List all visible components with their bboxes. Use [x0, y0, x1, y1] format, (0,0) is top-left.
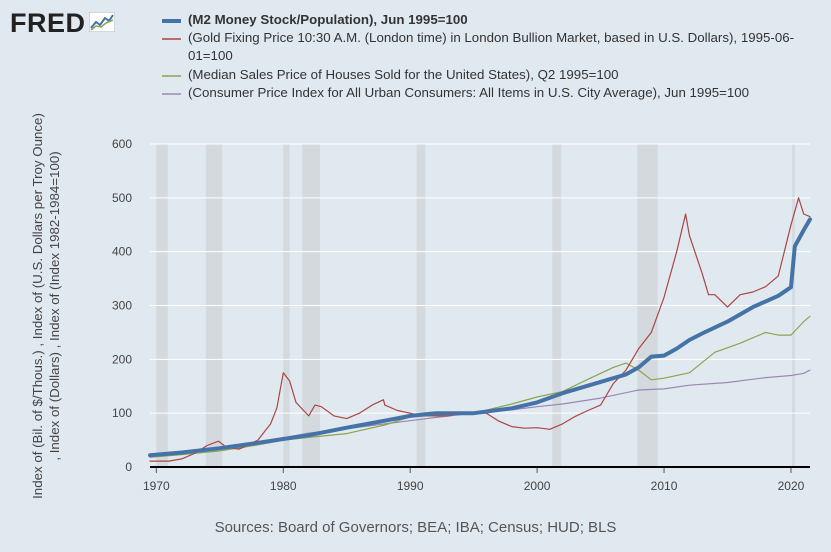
- y-tick-100: 100: [112, 406, 132, 420]
- y-tick-600: 600: [112, 137, 132, 151]
- y-tick-labels: 0 100 200 300 400 500 600: [112, 137, 132, 474]
- y-tick-0: 0: [125, 460, 132, 474]
- x-tick-labels: 1970 1980 1990 2000 2010 2020: [143, 467, 805, 493]
- legend-item-m2[interactable]: (M2 Money Stock/Population), Jun 1995=10…: [162, 11, 802, 29]
- legend-item-gold[interactable]: (Gold Fixing Price 10:30 A.M. (London ti…: [162, 29, 802, 65]
- series-lines: [148, 197, 812, 462]
- x-tick-1980: 1980: [270, 479, 297, 493]
- y-tick-300: 300: [112, 299, 132, 313]
- legend-item-cpi[interactable]: (Consumer Price Index for All Urban Cons…: [162, 84, 802, 102]
- x-tick-2000: 2000: [524, 479, 551, 493]
- legend-label-gold: (Gold Fixing Price 10:30 A.M. (London ti…: [188, 30, 795, 64]
- x-tick-2020: 2020: [778, 479, 805, 493]
- legend-label-houses: (Median Sales Price of Houses Sold for t…: [188, 66, 619, 82]
- x-tick-1970: 1970: [143, 479, 170, 493]
- series-line-2[interactable]: [149, 315, 811, 458]
- x-tick-2010: 2010: [651, 479, 678, 493]
- fred-logo[interactable]: FRED: [10, 8, 115, 38]
- fred-logo-text: FRED: [10, 8, 86, 38]
- chart-legend: (M2 Money Stock/Population), Jun 1995=10…: [162, 11, 802, 102]
- legend-swatch-gold: [162, 38, 181, 40]
- y-tick-200: 200: [112, 352, 132, 366]
- y-tick-400: 400: [112, 245, 132, 259]
- legend-label-m2: (M2 Money Stock/Population), Jun 1995=10…: [188, 12, 468, 27]
- legend-swatch-cpi: [162, 93, 181, 95]
- series-line-0[interactable]: [148, 217, 812, 458]
- grid-lines: [150, 143, 810, 414]
- legend-label-cpi: (Consumer Price Index for All Urban Cons…: [188, 84, 750, 100]
- chart-line-icon: [88, 12, 115, 32]
- y-tick-500: 500: [112, 191, 132, 205]
- legend-item-houses[interactable]: (Median Sales Price of Houses Sold for t…: [162, 66, 802, 84]
- legend-swatch-houses: [162, 74, 181, 77]
- x-tick-1990: 1990: [397, 479, 424, 493]
- legend-swatch-m2: [162, 19, 181, 23]
- sources-note: Sources: Board of Governors; BEA; IBA; C…: [214, 519, 617, 536]
